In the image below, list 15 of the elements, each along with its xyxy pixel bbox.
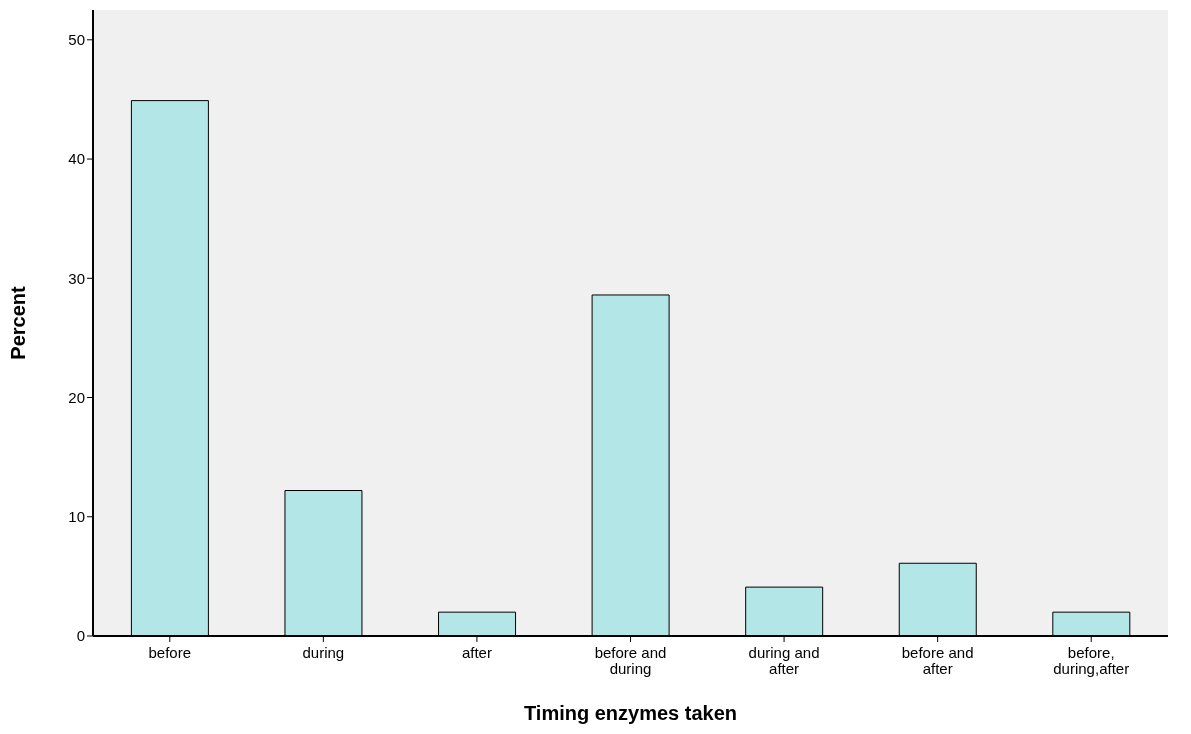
x-tick-label: before, during,after — [1053, 644, 1130, 677]
y-tick-label: 20 — [68, 388, 85, 406]
x-tick-label: after — [461, 644, 492, 661]
x-tick-label: before and during — [594, 644, 667, 677]
x-axis-title: Timing enzymes taken — [523, 702, 738, 724]
y-axis-title: Percent — [7, 285, 30, 360]
y-tick-label: 40 — [68, 150, 85, 168]
y-tick-label: 0 — [76, 627, 85, 645]
x-tick-label: during and after — [748, 644, 820, 677]
y-tick-label: 30 — [68, 269, 85, 287]
x-tick-label: before — [148, 644, 192, 661]
y-tick-label: 50 — [68, 31, 85, 49]
x-tick-label: during — [302, 644, 345, 661]
x-tick-label: before and after — [901, 644, 974, 677]
y-tick-label: 10 — [68, 508, 85, 526]
